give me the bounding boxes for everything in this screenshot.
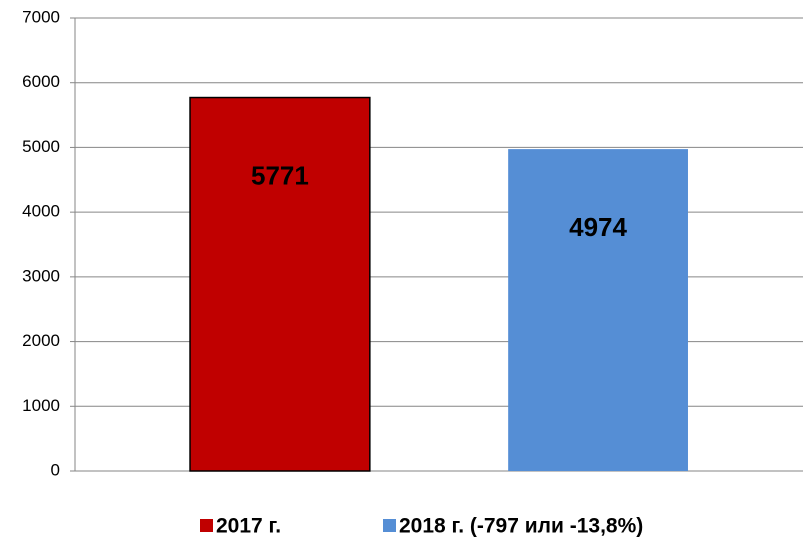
legend-label: 2017 г. [216, 515, 281, 538]
y-tick-label: 7000 [22, 7, 60, 26]
y-tick-label: 2000 [22, 331, 60, 350]
y-tick-label: 4000 [22, 202, 60, 221]
y-tick-label: 0 [51, 460, 60, 479]
data-label: 4974 [569, 212, 627, 242]
y-tick-label: 6000 [22, 72, 60, 91]
bar [508, 149, 688, 471]
y-tick-label: 1000 [22, 396, 60, 415]
y-tick-label: 3000 [22, 266, 60, 285]
legend-swatch [200, 519, 213, 532]
legend-label: 2018 г. (-797 или -13,8%) [399, 515, 643, 538]
legend-swatch [383, 519, 396, 532]
y-tick-label: 5000 [22, 137, 60, 156]
data-label: 5771 [251, 160, 309, 190]
bar [189, 96, 371, 472]
